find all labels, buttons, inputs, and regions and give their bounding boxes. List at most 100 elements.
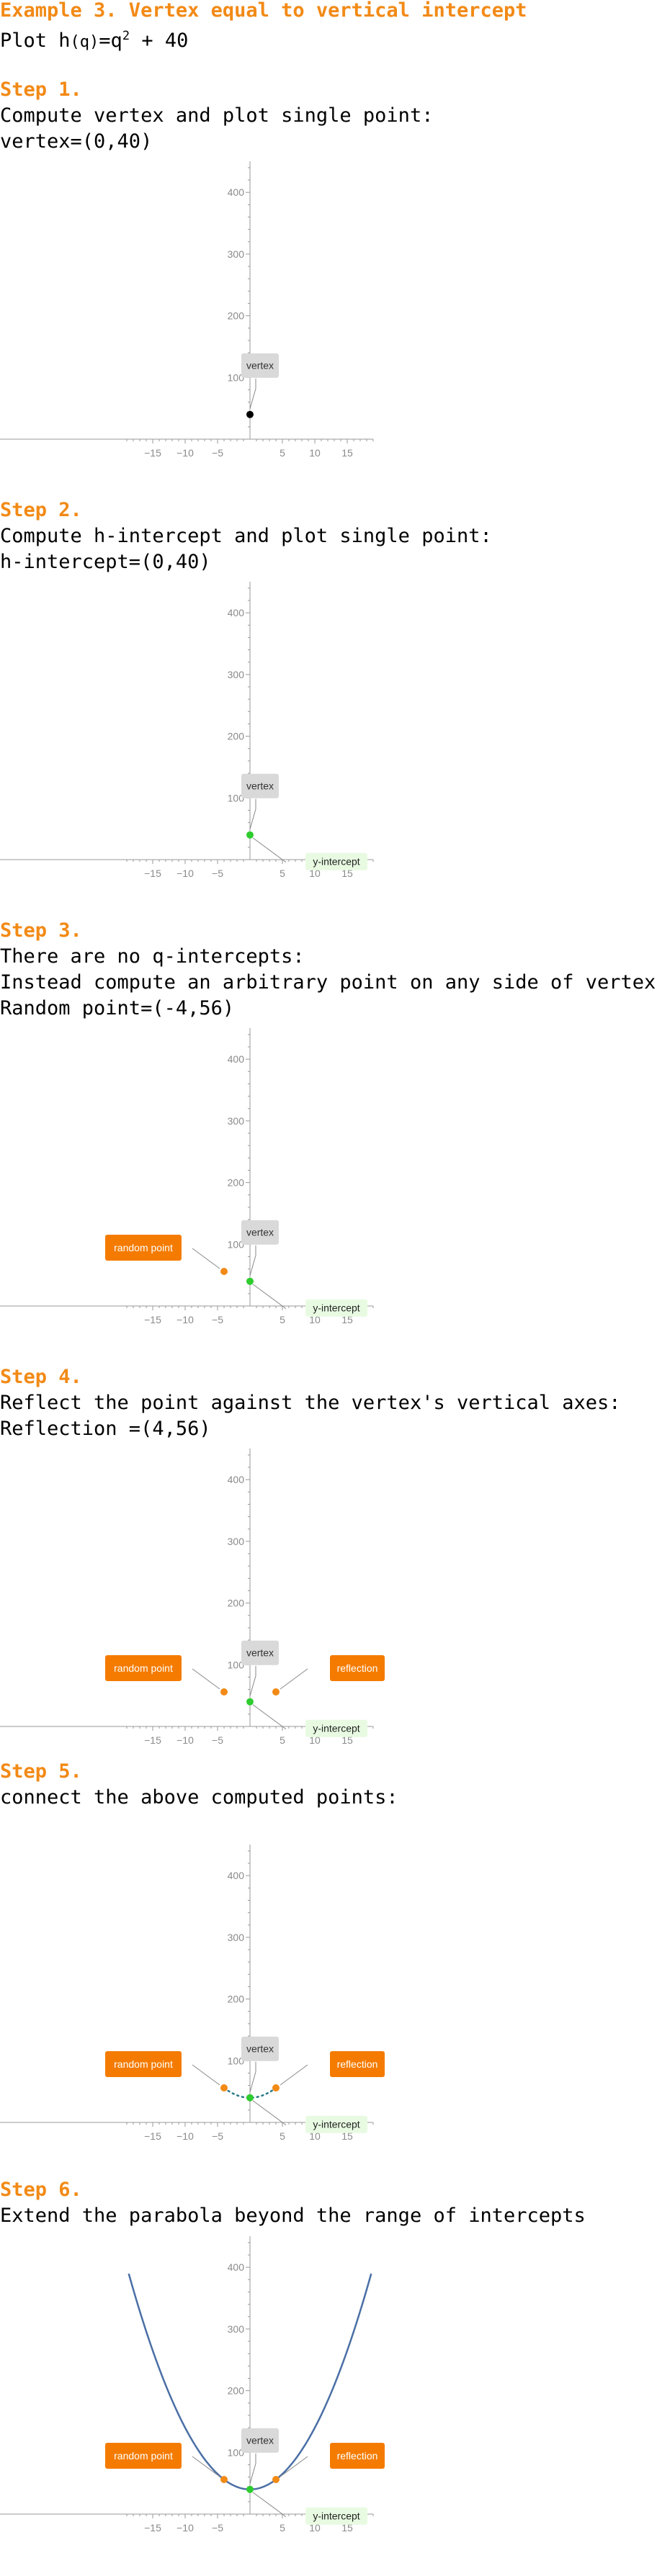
x-tick-label: −5 [212,1314,223,1325]
x-tick-label: 5 [280,2522,285,2534]
random-point-marker [220,1268,228,1276]
reflection-point-marker [272,2084,280,2092]
x-tick-label: −5 [212,2522,223,2534]
vertex-point [246,1277,254,1285]
random-point-leader-line [192,2456,220,2477]
x-tick-label: −10 [176,2130,194,2142]
y-intercept-label-text: y-intercept [313,1302,359,1314]
step3-line1: There are no q-intercepts: [0,945,305,968]
y-tick-label: 300 [228,1932,245,1943]
x-tick-label: 5 [280,1734,285,1746]
step2-plot: −15 −10 −5 5 10 15 100 200 300 400 vertex y-interce… [0,582,504,879]
intro-eq: =q [99,30,122,52]
step1-plot: −15 −10 −5 5 10 15 100 200 300 400 vertex [0,161,504,459]
y-tick-label: 100 [228,792,245,803]
reflection-label-box [330,1655,385,1682]
x-tick-label: 10 [309,2522,321,2534]
random-point-label-box [105,1235,182,1261]
vertex-label-text: vertex [246,2043,274,2055]
vertex-point [246,2485,254,2493]
vertex-label-box [241,2428,279,2453]
step4-plot: −15 −10 −5 5 10 15 100 200 300 400 vertex y-interce… [0,1449,504,1746]
page-title: Example 3. Vertex equal to vertical inte… [0,0,527,22]
random-point-label-box [105,2051,182,2078]
step3-heading: Step 3. [0,919,82,942]
y-tick-label: 400 [228,2261,245,2273]
y-tick-label: 100 [228,2055,245,2066]
step3-chart: −15 −10 −5 5 10 15 100 200 300 400 vertex y-interce… [0,1028,374,1325]
step2-chart: −15 −10 −5 5 10 15 100 200 300 400 vertex y-interce… [0,582,374,879]
random-point-label-text: random point [114,2450,173,2462]
y-intercept-label-box [305,1299,367,1317]
x-tick-label: 15 [341,447,353,459]
x-tick-label: −5 [212,2130,223,2142]
x-tick-label: −15 [144,2522,161,2534]
vertex-label-text: vertex [246,780,274,792]
x-tick-label: −10 [176,1734,194,1746]
y-intercept-leader-line [252,1284,287,1310]
x-tick-label: 15 [341,2130,353,2142]
y-intercept-leader-line [252,2492,287,2518]
step4-line1: Reflect the point against the vertex's v… [0,1392,621,1414]
y-tick-label: 300 [228,669,245,680]
x-tick-label: −15 [144,868,161,879]
random-point-label-text: random point [114,1662,173,1674]
reflection-label-text: reflection [337,1662,378,1674]
vertex-label-text: vertex [246,1647,274,1659]
x-tick-label: 5 [280,447,285,459]
y-intercept-label-text: y-intercept [313,2510,359,2522]
random-point-marker [220,1688,228,1696]
random-point-marker [220,2084,228,2092]
random-point-label-box [105,1655,182,1682]
vertex-label-box [241,353,279,378]
reflection-leader-line [280,2456,308,2477]
vertex-point [246,2094,254,2102]
vertex-leader-line [249,1665,256,1696]
intro-line: Plot h(q)=q2 + 40 [0,25,188,53]
x-tick-label: −10 [176,447,194,459]
step4-chart: −15 −10 −5 5 10 15 100 200 300 400 vertex y-interce… [0,1449,385,1746]
step6-chart: −15 −10 −5 5 10 15 100 200 300 400 vertex y-interce… [0,2236,385,2534]
step5-plot: −15 −10 −5 5 10 15 100 200 300 400 vertex y-interce… [0,1845,504,2142]
random-point-leader-line [192,1248,220,1269]
vertex-label-box [241,2036,279,2061]
step6-line1: Extend the parabola beyond the range of … [0,2205,586,2227]
intro-paren: (q) [70,33,99,51]
y-tick-label: 200 [228,1598,245,1609]
x-tick-label: 10 [309,447,321,459]
step4-heading: Step 4. [0,1366,82,1388]
step1-line1: Compute vertex and plot single point: [0,104,434,127]
x-tick-label: −15 [144,1314,161,1325]
vertex-point [246,410,254,418]
x-tick-label: 10 [309,1314,321,1325]
x-tick-label: 15 [341,2522,353,2534]
random-point-label-box [105,2443,182,2469]
x-tick-label: 10 [309,868,321,879]
vertex-leader-line [249,2061,256,2092]
connecting-dotted-curve [223,2086,277,2099]
y-tick-label: 200 [228,2385,245,2397]
x-tick-label: −5 [212,1734,223,1746]
y-intercept-label-box [305,2115,367,2133]
y-tick-label: 300 [228,1536,245,1547]
x-tick-label: 15 [341,1314,353,1325]
random-point-label-text: random point [114,2058,173,2070]
reflection-leader-line [280,1668,308,1690]
y-intercept-label-text: y-intercept [313,2119,359,2130]
y-tick-label: 200 [228,1177,245,1189]
x-tick-label: −10 [176,1314,194,1325]
y-tick-label: 400 [228,607,245,618]
x-tick-label: 5 [280,868,285,879]
y-tick-label: 200 [228,731,245,742]
y-intercept-label-box [305,1719,367,1737]
reflection-label-box [330,2051,385,2078]
y-intercept-label-box [305,852,367,870]
step4-line2: Reflection =(4,56) [0,1418,211,1440]
step3-plot: −15 −10 −5 5 10 15 100 200 300 400 vertex y-interce… [0,1028,504,1325]
y-tick-label: 100 [228,1238,245,1250]
reflection-point-marker [272,1688,280,1696]
reflection-leader-line [280,2064,308,2086]
vertex-label-box [241,1220,279,1245]
step3-line2: Instead compute an arbitrary point on an… [0,971,657,994]
step1-line2: vertex=(0,40) [0,130,153,153]
